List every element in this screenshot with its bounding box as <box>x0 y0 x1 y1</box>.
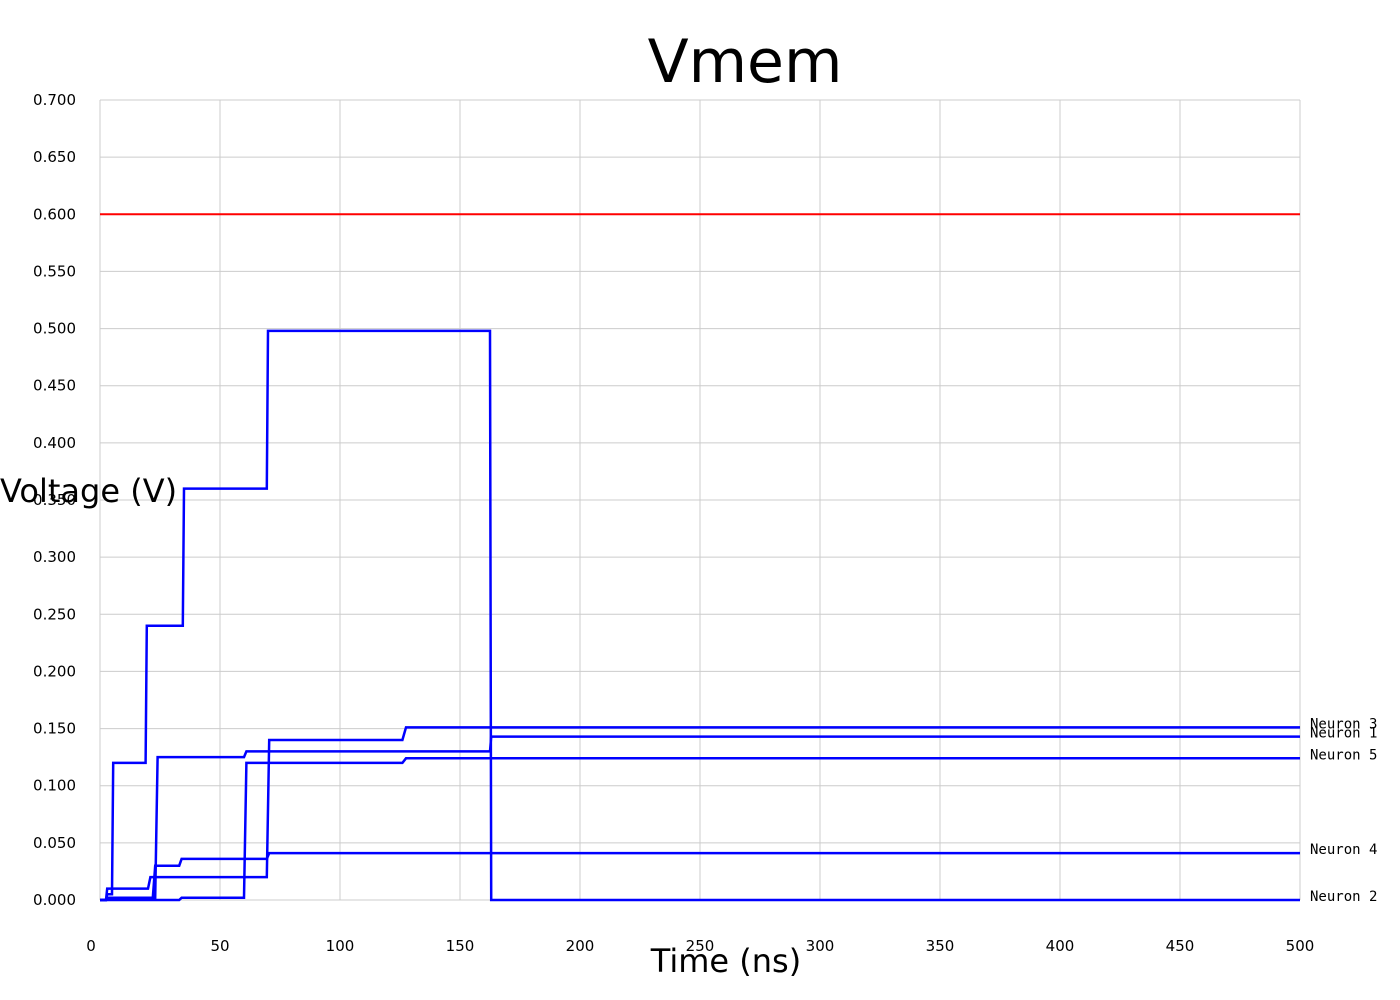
y-tick-label: 0.300 <box>33 548 76 566</box>
x-tick-label: 100 <box>326 937 355 955</box>
series-label: Neuron 4 <box>1310 842 1377 858</box>
series-line-neuron-3 <box>100 726 1300 902</box>
x-axis-title: Time (ns) <box>650 942 801 980</box>
y-tick-label: 0.650 <box>33 148 76 166</box>
y-tick-label: 0.150 <box>33 720 76 738</box>
grid <box>99 99 1301 901</box>
y-tick-label: 0.600 <box>33 205 76 223</box>
x-tick-label: 300 <box>806 937 835 955</box>
x-tick-label: 50 <box>210 937 229 955</box>
x-tick-label: 450 <box>1166 937 1195 955</box>
x-tick-labels: 0 50 100 150 200 250 300 350 400 450 500 <box>86 937 1314 955</box>
series-label: Neuron 3 <box>1310 716 1377 732</box>
x-tick-label: 200 <box>566 937 595 955</box>
series-line-neuron-2 <box>100 329 1300 902</box>
x-tick-label: 250 <box>686 937 715 955</box>
series-group <box>100 329 1300 902</box>
y-axis-title: Voltage (V) <box>0 472 177 510</box>
y-tick-label: 0.100 <box>33 777 76 795</box>
y-tick-label: 0.700 <box>33 91 76 109</box>
x-tick-label: 350 <box>926 937 955 955</box>
y-tick-labels: 0.000 0.050 0.100 0.150 0.200 0.250 0.300 0.350… <box>33 91 76 909</box>
y-tick-label: 0.450 <box>33 377 76 395</box>
x-tick-label: 150 <box>446 937 475 955</box>
y-tick-label: 0.350 <box>33 491 76 509</box>
chart-title: Vmem <box>648 27 843 97</box>
y-tick-label: 0.550 <box>33 262 76 280</box>
series-label: Neuron 5 <box>1310 747 1377 763</box>
y-tick-label: 0.200 <box>33 662 76 680</box>
y-tick-label: 0.500 <box>33 320 76 338</box>
y-tick-label: 0.250 <box>33 605 76 623</box>
series-line-neuron-4 <box>100 851 1300 902</box>
series-label: Neuron 2 <box>1310 889 1377 905</box>
x-tick-label: 500 <box>1286 937 1315 955</box>
y-tick-label: 0.050 <box>33 834 76 852</box>
series-line-neuron-5 <box>100 757 1300 902</box>
series-label: Neuron 1 <box>1310 726 1377 742</box>
y-tick-label: 0.000 <box>33 891 76 909</box>
y-tick-label: 0.400 <box>33 434 76 452</box>
x-tick-label: 0 <box>86 937 96 955</box>
x-tick-label: 400 <box>1046 937 1075 955</box>
